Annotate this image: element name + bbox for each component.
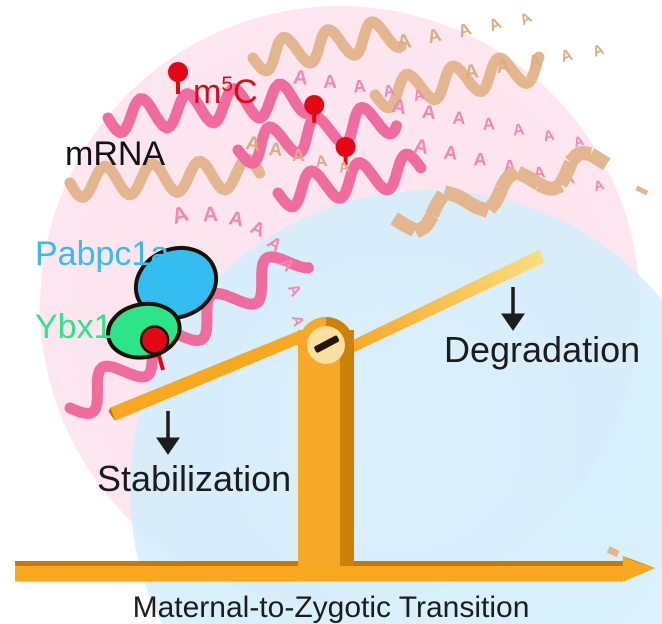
svg-text:A: A	[425, 24, 443, 48]
svg-text:A: A	[421, 102, 437, 124]
svg-text:A: A	[169, 201, 191, 229]
svg-text:A: A	[202, 203, 218, 227]
svg-text:A: A	[512, 121, 526, 139]
svg-text:A: A	[590, 41, 606, 61]
svg-text:Pabpc1a: Pabpc1a	[35, 235, 169, 273]
svg-text:A: A	[390, 95, 408, 119]
svg-text:A: A	[558, 46, 575, 67]
svg-text:A: A	[284, 281, 305, 300]
svg-text:A: A	[412, 135, 430, 159]
svg-text:A: A	[542, 127, 556, 146]
svg-text:A: A	[395, 30, 412, 54]
svg-text:Degradation: Degradation	[444, 329, 640, 370]
svg-text:Stabilization: Stabilization	[97, 458, 291, 499]
svg-text:A: A	[482, 114, 495, 134]
svg-text:A: A	[337, 158, 351, 177]
svg-text:Ybx1: Ybx1	[35, 308, 113, 346]
svg-text:A: A	[452, 108, 466, 128]
svg-text:A: A	[517, 9, 535, 29]
svg-text:A: A	[456, 18, 475, 41]
svg-text:A: A	[288, 313, 307, 328]
svg-text:A: A	[268, 138, 284, 160]
svg-text:A: A	[352, 75, 367, 96]
svg-text:A: A	[292, 145, 305, 165]
svg-text:A: A	[292, 66, 308, 89]
svg-text:A: A	[443, 143, 459, 165]
svg-text:A: A	[323, 71, 337, 92]
svg-text:A: A	[247, 217, 268, 242]
svg-text:A: A	[473, 149, 487, 169]
svg-text:A: A	[592, 176, 606, 194]
svg-text:A: A	[227, 207, 245, 231]
svg-text:A: A	[463, 60, 479, 83]
svg-text:mRNA: mRNA	[65, 135, 165, 173]
svg-text:A: A	[315, 152, 329, 171]
svg-text:A: A	[486, 14, 504, 35]
svg-text:Maternal-to-Zygotic Transition: Maternal-to-Zygotic Transition	[133, 591, 530, 624]
